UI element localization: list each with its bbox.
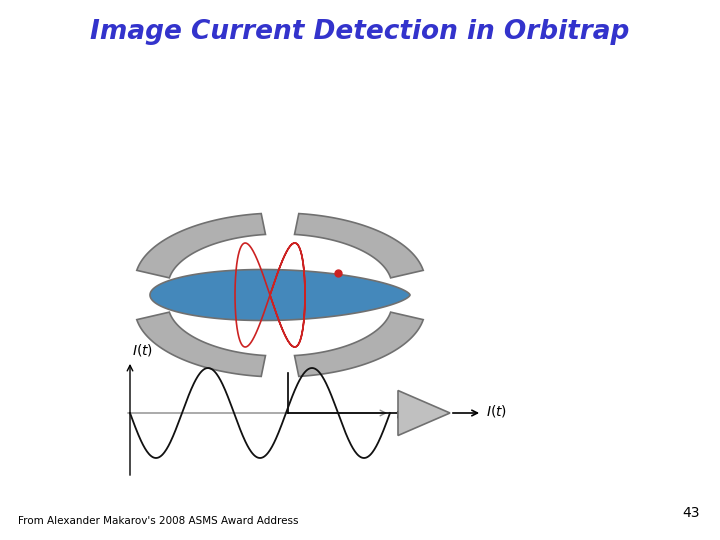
Polygon shape xyxy=(294,214,423,278)
Polygon shape xyxy=(294,312,423,376)
Text: $I(t)$: $I(t)$ xyxy=(486,403,507,419)
Text: $I(t)$: $I(t)$ xyxy=(132,342,153,358)
Text: From Alexander Makarov's 2008 ASMS Award Address: From Alexander Makarov's 2008 ASMS Award… xyxy=(18,516,299,526)
Polygon shape xyxy=(137,312,266,376)
Text: $t$: $t$ xyxy=(395,408,403,422)
Text: Image Current Detection in Orbitrap: Image Current Detection in Orbitrap xyxy=(90,19,630,45)
Polygon shape xyxy=(150,269,410,320)
Polygon shape xyxy=(398,390,450,435)
Polygon shape xyxy=(137,214,266,278)
Text: 43: 43 xyxy=(683,506,700,520)
